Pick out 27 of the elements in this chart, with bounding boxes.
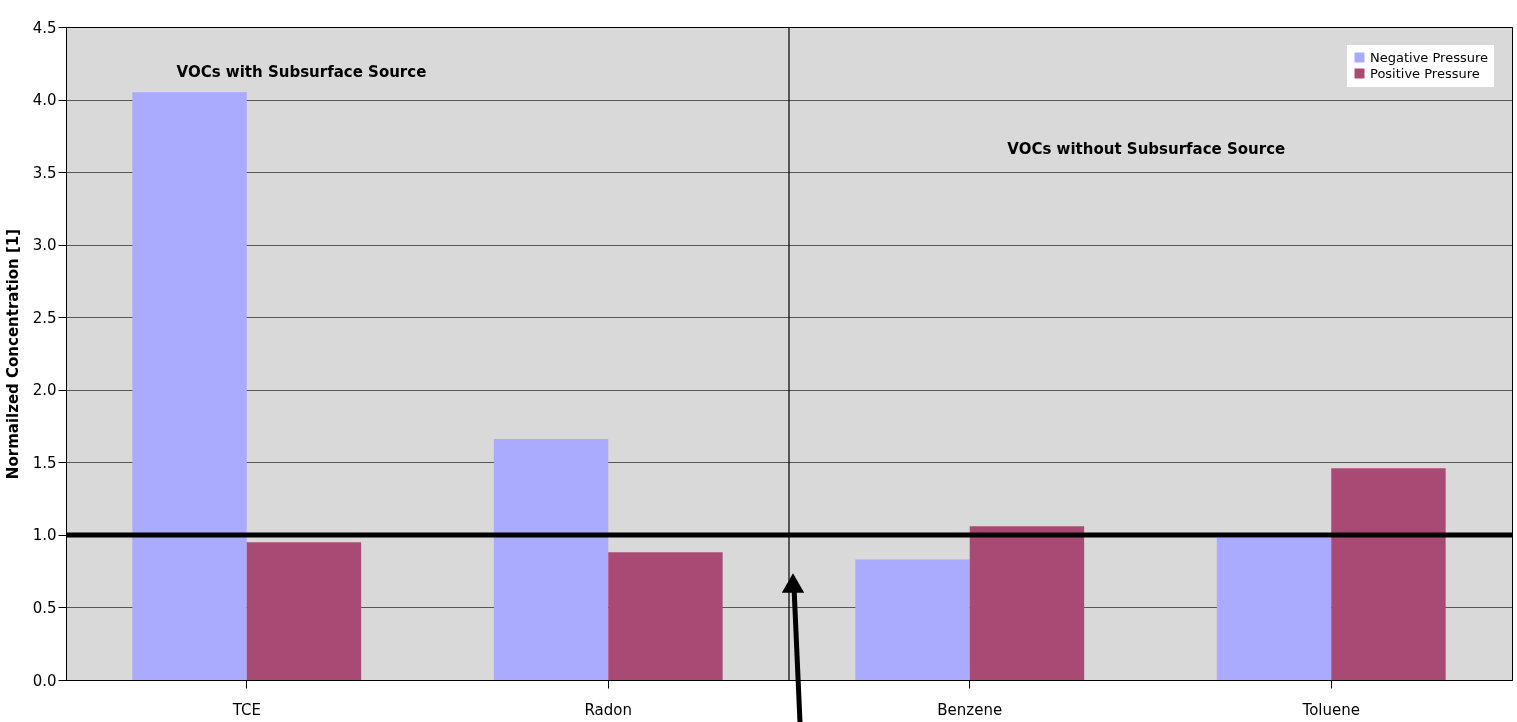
annotation: VOCs with Subsurface Source bbox=[176, 63, 427, 82]
legend-label: Negative Pressure bbox=[1370, 49, 1488, 65]
y-tick-label: 2.5 bbox=[32, 308, 57, 327]
y-tick-label: 0.0 bbox=[32, 671, 57, 690]
y-axis-title: Normailzed Concentration [1] bbox=[3, 228, 22, 480]
bar bbox=[855, 559, 970, 680]
y-tick-label: 3.0 bbox=[32, 236, 57, 255]
y-tick-label: 1.0 bbox=[32, 526, 57, 545]
y-tick-label: 0.5 bbox=[32, 598, 57, 617]
bar bbox=[493, 439, 609, 680]
x-tick-label: Benzene bbox=[937, 700, 1003, 719]
x-tick-label: Toluene bbox=[1301, 700, 1360, 719]
bar bbox=[1331, 468, 1446, 680]
bar bbox=[246, 542, 362, 680]
bar bbox=[969, 526, 1085, 680]
legend-label: Positive Pressure bbox=[1370, 65, 1480, 81]
bar bbox=[132, 92, 247, 680]
annotation: VOCs without Subsurface Source bbox=[1007, 140, 1286, 159]
y-tick-label: 1.5 bbox=[32, 453, 57, 472]
bar bbox=[608, 552, 723, 680]
bar bbox=[1216, 537, 1332, 680]
y-tick-label: 3.5 bbox=[32, 163, 57, 182]
y-tick-label: 4.0 bbox=[32, 91, 57, 110]
y-tick-label: 2.0 bbox=[32, 381, 57, 400]
y-tick-label: 4.5 bbox=[32, 18, 57, 37]
x-tick-label: TCE bbox=[231, 700, 261, 719]
x-tick-label: Radon bbox=[584, 700, 632, 719]
